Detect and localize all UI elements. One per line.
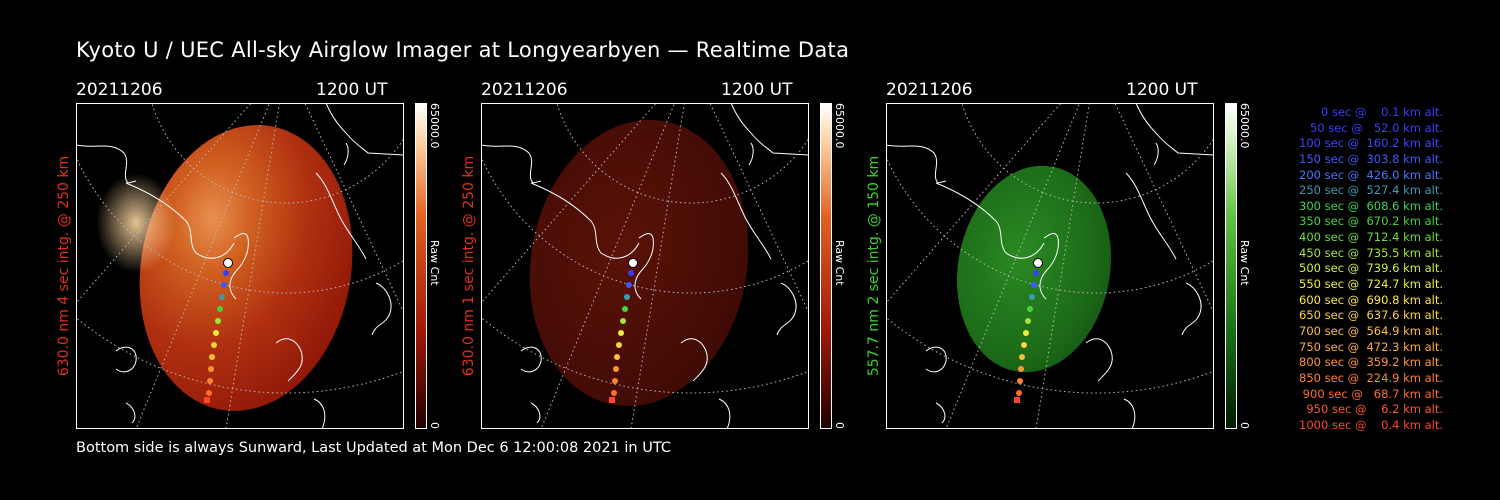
panel-1-colorbar-name: Raw Cnt bbox=[428, 240, 441, 286]
panel-1-sky-disk bbox=[139, 125, 353, 411]
legend-row: 900 sec @ 68.7 km alt. bbox=[1299, 386, 1443, 401]
panel-2-trajectory bbox=[609, 258, 638, 403]
legend-row: 850 sec @ 224.9 km alt. bbox=[1295, 370, 1443, 385]
panel-2-time: 1200 UT bbox=[721, 80, 793, 100]
panel-2-date: 20211206 bbox=[481, 80, 568, 100]
legend-row: 650 sec @ 637.6 km alt. bbox=[1295, 308, 1443, 323]
panel-1-image bbox=[76, 103, 404, 429]
panel-3-sky-disk bbox=[957, 165, 1111, 373]
panel-1-svg bbox=[76, 103, 404, 429]
legend-row: 300 sec @ 608.6 km alt. bbox=[1295, 198, 1443, 213]
panel-1-date: 20211206 bbox=[76, 80, 163, 100]
legend-row: 450 sec @ 735.5 km alt. bbox=[1295, 245, 1443, 260]
panel-1-bright-patch bbox=[96, 173, 176, 273]
panel-3-trajectory bbox=[1014, 258, 1043, 403]
panel-3-time: 1200 UT bbox=[1126, 80, 1198, 100]
legend-row: 950 sec @ 6.2 km alt. bbox=[1302, 402, 1443, 417]
legend-row: 50 sec @ 52.0 km alt. bbox=[1302, 120, 1443, 135]
legend-row: 1000 sec @ 0.4 km alt. bbox=[1299, 417, 1443, 432]
legend-row: 400 sec @ 712.4 km alt. bbox=[1295, 230, 1443, 245]
panel-3-coastlines bbox=[886, 103, 1214, 429]
legend-row: 500 sec @ 739.6 km alt. bbox=[1295, 261, 1443, 276]
panel-1-grid bbox=[76, 103, 404, 429]
page-title: Kyoto U / UEC All-sky Airglow Imager at … bbox=[76, 38, 850, 62]
panel-3-image bbox=[886, 103, 1214, 429]
legend-row: 750 sec @ 472.3 km alt. bbox=[1295, 339, 1443, 354]
panel-2-sky-disk bbox=[529, 119, 749, 407]
panel-1-coastlines bbox=[76, 103, 404, 429]
panel-1-colorbar bbox=[415, 103, 427, 429]
legend-row: 350 sec @ 670.2 km alt. bbox=[1295, 214, 1443, 229]
panel-3-wavelength-label: 557.7 nm 2 sec intg. @ 150 km bbox=[866, 155, 882, 377]
panel-2-image bbox=[481, 103, 809, 429]
update-footer: Bottom side is always Sunward, Last Upda… bbox=[76, 440, 671, 456]
panel-1-wavelength-label: 630.0 nm 4 sec intg. @ 250 km bbox=[56, 155, 72, 377]
panel-2-colorbar bbox=[820, 103, 832, 429]
legend-row: 200 sec @ 426.0 km alt. bbox=[1295, 167, 1443, 182]
legend-row: 250 sec @ 527.4 km alt. bbox=[1295, 183, 1443, 198]
trajectory-legend: 0 sec @ 0.1 km alt. 50 sec @ 52.0 km alt… bbox=[1250, 105, 1443, 433]
panel-2-colorbar-min: 0 bbox=[833, 422, 846, 429]
panel-2-coastlines bbox=[481, 103, 809, 429]
panel-2-grid bbox=[481, 103, 809, 429]
legend-row: 700 sec @ 564.9 km alt. bbox=[1295, 323, 1443, 338]
legend-row: 600 sec @ 690.8 km alt. bbox=[1295, 292, 1443, 307]
panel-3-svg bbox=[886, 103, 1214, 429]
panel-2-svg bbox=[481, 103, 809, 429]
panel-2-wavelength-label: 630.0 nm 1 sec intg. @ 250 km bbox=[461, 155, 477, 377]
panel-2-colorbar-name: Raw Cnt bbox=[833, 240, 846, 286]
legend-row: 800 sec @ 359.2 km alt. bbox=[1295, 355, 1443, 370]
panel-1-colorbar-max: 65000.0 bbox=[428, 103, 441, 149]
panel-1-trajectory bbox=[204, 258, 233, 403]
panel-1-colorbar-min: 0 bbox=[428, 422, 441, 429]
legend-row: 550 sec @ 724.7 km alt. bbox=[1295, 277, 1443, 292]
panel-1-time: 1200 UT bbox=[316, 80, 388, 100]
panel-2-colorbar-max: 65000.0 bbox=[833, 103, 846, 149]
panel-3-date: 20211206 bbox=[886, 80, 973, 100]
legend-row: 100 sec @ 160.2 km alt. bbox=[1295, 136, 1443, 151]
legend-row: 150 sec @ 303.8 km alt. bbox=[1295, 151, 1443, 166]
legend-row: 0 sec @ 0.1 km alt. bbox=[1310, 105, 1443, 119]
panel-3-colorbar bbox=[1225, 103, 1237, 429]
panel-3-grid bbox=[886, 103, 1214, 429]
